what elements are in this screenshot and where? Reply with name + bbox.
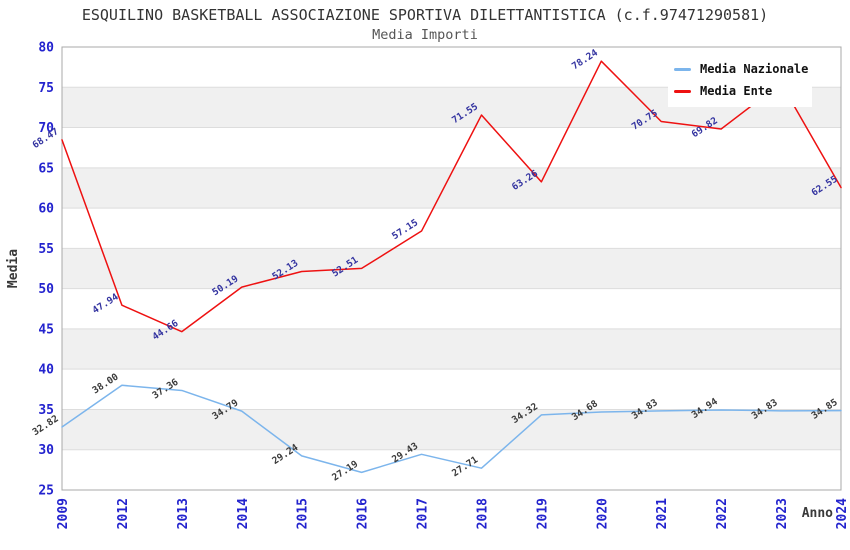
y-axis-title: Media [6,249,21,288]
y-tick-label: 30 [38,443,54,458]
x-tick-label: 2024 [835,498,850,529]
plot-band [62,248,841,289]
chart-legend: Media Nazionale Media Ente [668,55,812,107]
legend-label: Media Ente [700,84,773,98]
media-ente-line [61,60,842,333]
y-tick-label: 75 [38,81,54,96]
media-nazionale-point-label: 38.00 [91,371,121,396]
chart-title: ESQUILINO BASKETBALL ASSOCIAZIONE SPORTI… [81,6,769,24]
y-tick-label: 35 [38,403,54,418]
legend-item-media-ente: Media Ente [674,80,812,102]
x-tick-label: 2012 [116,498,131,529]
y-tick-label: 25 [38,484,54,499]
y-tick-label: 40 [38,363,54,378]
y-tick-label: 70 [38,121,54,136]
x-tick-label: 2015 [296,498,311,529]
x-tick-label: 2013 [176,498,191,529]
x-tick-label: 2016 [356,498,371,529]
y-tick-label: 55 [38,242,54,257]
media-ente-point-label: 47.94 [91,291,121,316]
y-tick-label: 45 [38,322,54,337]
legend-item-media-nazionale: Media Nazionale [674,58,812,80]
y-tick-label: 80 [38,41,54,56]
media-ente-point-label: 78.24 [570,47,600,72]
plot-band [62,409,841,450]
y-tick-label: 65 [38,161,54,176]
plot-border [61,46,842,491]
chart-subtitle: Media Importi [372,27,478,43]
media-nazionale-line [61,384,842,474]
x-tick-label: 2022 [715,498,730,529]
x-tick-label: 2009 [56,498,71,529]
x-tick-label: 2021 [655,498,670,529]
legend-swatch-icon [674,89,691,93]
x-tick-label: 2017 [416,498,431,529]
x-tick-label: 2014 [236,498,251,529]
x-tick-label: 2020 [595,498,610,529]
legend-label: Media Nazionale [700,62,809,76]
x-axis-title: Anno [802,506,833,521]
x-tick-label: 2019 [535,498,550,529]
legend-swatch-icon [674,67,691,71]
plot-band [62,328,841,370]
media-nazionale-point-label: 37.36 [150,377,180,402]
y-tick-label: 50 [38,282,54,297]
media-ente-point-label: 57.15 [390,217,420,242]
y-tick-label: 60 [38,202,54,217]
x-tick-label: 2023 [775,498,790,529]
x-tick-label: 2018 [475,498,490,529]
